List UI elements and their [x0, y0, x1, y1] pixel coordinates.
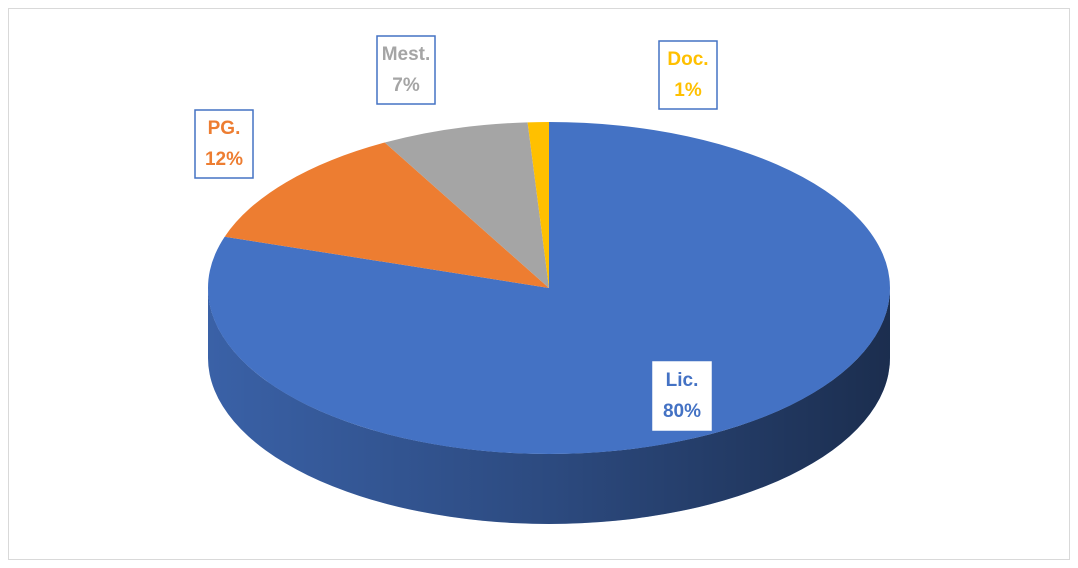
value-label: 12% — [205, 149, 243, 170]
labels: Lic. 80% PG. 12% Mest. 7% Doc. 1% — [194, 35, 718, 431]
pie — [207, 122, 891, 524]
slice — [527, 122, 549, 288]
category-label: Lic. — [666, 370, 699, 391]
side-shade — [208, 288, 890, 524]
category-label: Mest. — [382, 44, 431, 65]
category-label: Doc. — [667, 49, 708, 70]
slice — [224, 142, 549, 288]
value-label: 1% — [674, 80, 702, 101]
category-label: PG. — [208, 118, 241, 139]
value-label: 7% — [392, 75, 420, 96]
label-box — [194, 109, 254, 179]
label-box — [658, 40, 718, 110]
slice — [384, 122, 549, 288]
value-label: 80% — [663, 401, 701, 422]
label-box — [652, 361, 712, 431]
label-box — [376, 35, 436, 105]
